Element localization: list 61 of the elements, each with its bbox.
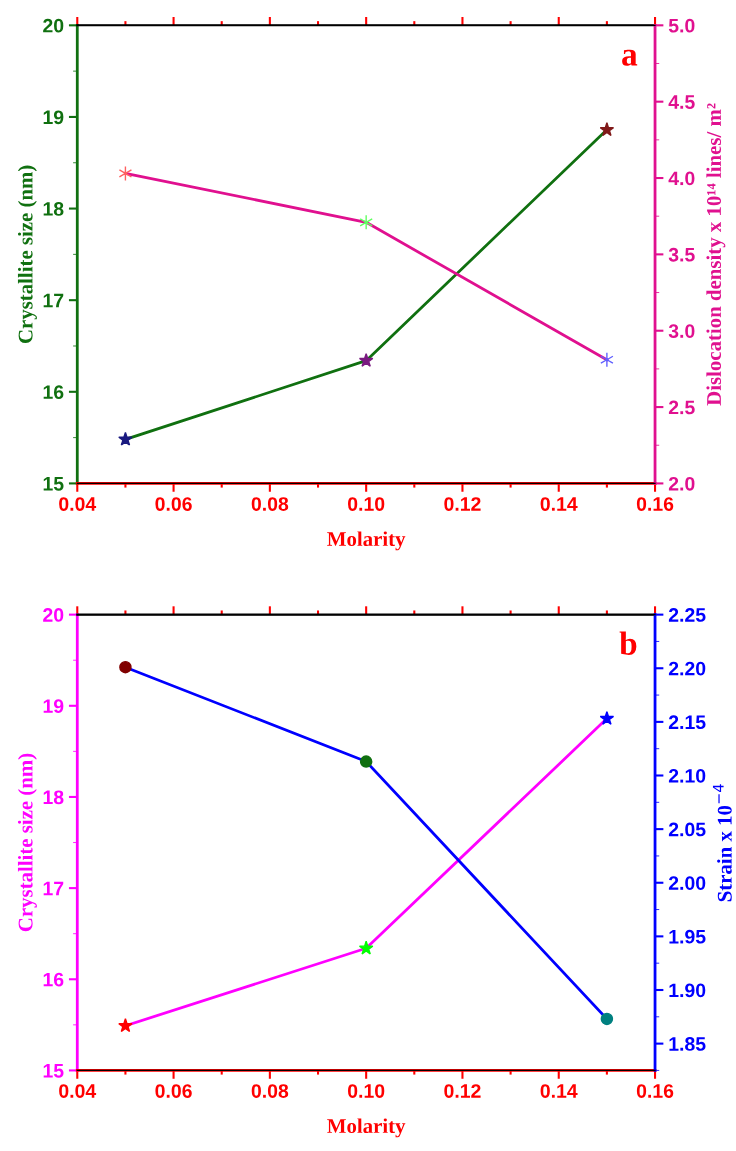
point [358,940,374,955]
y2-tick-label: 5.0 [668,18,695,33]
y2-tick-label: 2.15 [668,715,706,730]
annotation: a [622,49,638,66]
y2-tick-label: 2.10 [668,768,706,783]
y2-tick-label: 1.90 [669,983,706,998]
y2-tick-label: 3.5 [668,247,695,262]
x-tick-label: 0.08 [251,497,289,511]
y2-axis-title: Dislocation density x 10¹⁴ lines/ m² [706,103,726,406]
y2-tick-label: 4.5 [668,95,695,109]
x-axis-title: Molarity [327,1118,406,1138]
y-tick-label: 18 [43,790,64,805]
y-tick-label: 19 [43,110,64,125]
y-tick-label: 20 [43,18,64,33]
point [119,660,132,674]
y-axis-title: Crystallite size (nm) [17,165,37,344]
x-tick-label: 0.06 [155,1084,192,1098]
x-tick-label: 0.10 [348,497,385,511]
y-tick-label: 17 [43,293,64,308]
y-tick-label: 15 [43,1064,64,1078]
point [358,353,374,367]
point [600,1012,614,1026]
x-tick-label: 0.16 [636,1084,674,1098]
y2-tick-label: 1.85 [669,1037,706,1051]
point [359,755,373,768]
point [600,352,614,368]
x-tick-label: 0.12 [444,497,481,511]
y2-tick-label: 2.5 [668,400,695,415]
point [599,122,615,137]
x-tick-label: 0.16 [636,497,674,511]
y-axis-title: Crystallite size (nm) [17,753,37,932]
x-tick-label: 0.08 [251,1084,289,1098]
y2-tick-label: 2.0 [668,476,695,491]
point [359,214,373,230]
y-tick-label: 16 [43,385,64,400]
point [599,710,615,725]
x-tick-label: 0.04 [59,497,97,511]
x-tick-label: 0.10 [348,1084,385,1098]
point [118,1018,133,1033]
x-tick-label: 0.06 [155,497,192,511]
x-tick-label: 0.14 [540,1084,578,1098]
x-tick-label: 0.14 [540,497,578,511]
y-tick-label: 19 [43,699,64,714]
y2-tick-label: 2.20 [668,661,706,676]
y2-tick-label: 2.05 [668,822,706,837]
y2-tick-label: 4.0 [668,171,695,186]
y2-axis-title: Strain x 10$^{−4}$ [712,784,732,902]
point [118,431,133,446]
y-tick-label: 16 [43,972,64,987]
y-tick-label: 20 [43,608,64,622]
y2-tick-label: 1.95 [669,929,706,944]
y2-tick-label: 3.0 [668,324,695,338]
x-tick-label: 0.04 [59,1084,97,1098]
x-tick-label: 0.12 [444,1084,481,1098]
y-tick-label: 17 [43,881,64,896]
y-tick-label: 18 [43,202,64,216]
y-tick-label: 15 [43,477,64,491]
x-axis-title: Molarity [327,531,406,551]
y2-tick-label: 2.00 [668,876,706,890]
annotation: b [619,631,637,655]
y2-tick-label: 2.25 [668,608,706,622]
